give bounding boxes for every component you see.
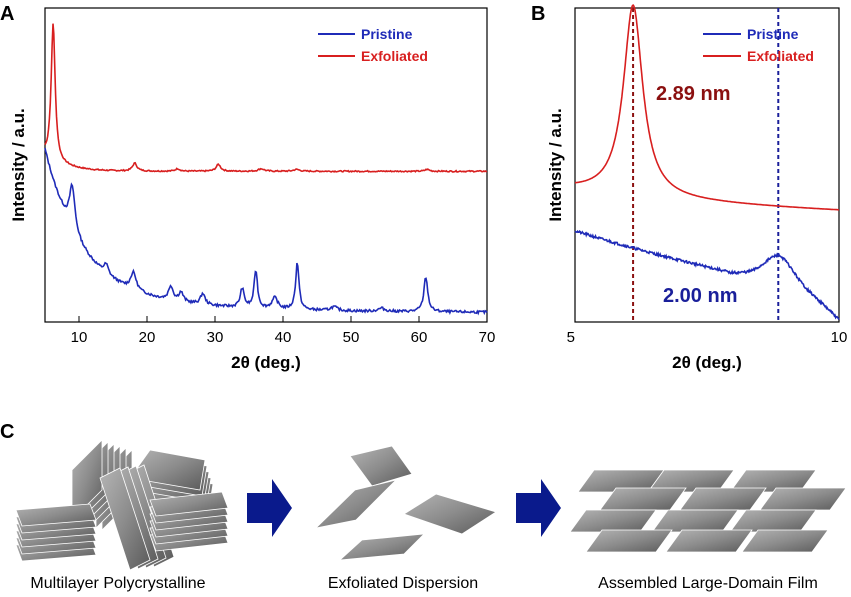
- panel-a-x-tick-label: 50: [343, 329, 360, 346]
- nanosheet-icon: [99, 467, 151, 571]
- nanosheet-icon: [71, 439, 103, 521]
- panel-a-x-tick-label: 30: [207, 329, 224, 346]
- panel-a-x-tick-label: 20: [139, 329, 156, 346]
- nanosheet-icon: [338, 533, 426, 561]
- panel-b-series-exfoliated: [574, 3, 839, 211]
- panel-a-series-exfoliated: [44, 23, 488, 173]
- panel-a-ylabel: Intensity / a.u.: [9, 108, 28, 221]
- caption-dispersion: Exfoliated Dispersion: [328, 575, 478, 592]
- panel-b-x-ticks: 5 10: [567, 329, 848, 346]
- panel-b-series-pristine: [574, 229, 840, 321]
- right-arrow-icon: [247, 479, 292, 537]
- nanosheet-icon: [651, 509, 739, 533]
- exfoliated-dispersion-illustration: [314, 445, 497, 561]
- nanosheet-icon: [15, 503, 97, 527]
- nanosheet-icon: [729, 509, 817, 533]
- nanosheet-icon: [569, 509, 657, 533]
- panel-b-frame: [574, 7, 840, 323]
- nanosheet-icon: [585, 529, 673, 553]
- panel-a-legend-pristine: Pristine: [361, 26, 413, 42]
- panel-b-x-tick-label: 5: [567, 329, 575, 346]
- nanosheet-icon: [403, 493, 497, 535]
- panel-a-frame: [44, 7, 488, 323]
- panel-a-xlabel: 2θ (deg.): [231, 353, 301, 372]
- panel-b-xlabel: 2θ (deg.): [672, 353, 742, 372]
- right-arrow-icon: [516, 479, 561, 537]
- panel-a-x-tick-label: 60: [411, 329, 428, 346]
- caption-film: Assembled Large-Domain Film: [598, 575, 818, 592]
- nanosheet-icon: [149, 491, 229, 517]
- assembled-film-illustration: [569, 469, 847, 553]
- panel-b-letter: B: [531, 3, 545, 25]
- caption-multilayer: Multilayer Polycrystalline: [30, 575, 205, 592]
- multilayer-polycrystalline-illustration: [15, 439, 229, 571]
- panel-a-series-pristine: [44, 147, 488, 316]
- panel-b-ylabel: Intensity / a.u.: [546, 108, 565, 221]
- nanosheet-icon: [665, 529, 753, 553]
- nanosheet-icon: [741, 529, 829, 553]
- panel-b-annotation-exfoliated: 2.89 nm: [656, 83, 730, 105]
- panel-b-annotation-pristine: 2.00 nm: [663, 285, 737, 307]
- panel-c-letter: C: [0, 421, 14, 443]
- panel-a-x-tick-label: 10: [71, 329, 88, 346]
- panel-b-x-tick-label: 10: [831, 329, 848, 346]
- panel-a-x-ticks: 10 20 30 40 50 60 70: [71, 316, 496, 346]
- panel-a-letter: A: [0, 3, 14, 25]
- nanosheet-icon: [349, 445, 413, 487]
- panel-b-legend-exfoliated: Exfoliated: [747, 48, 814, 64]
- panel-b-legend-pristine: Pristine: [747, 26, 799, 42]
- panel-a-x-tick-label: 70: [479, 329, 496, 346]
- nanosheet-icon: [314, 479, 398, 529]
- panel-a-x-tick-label: 40: [275, 329, 292, 346]
- panel-a-legend-exfoliated: Exfoliated: [361, 48, 428, 64]
